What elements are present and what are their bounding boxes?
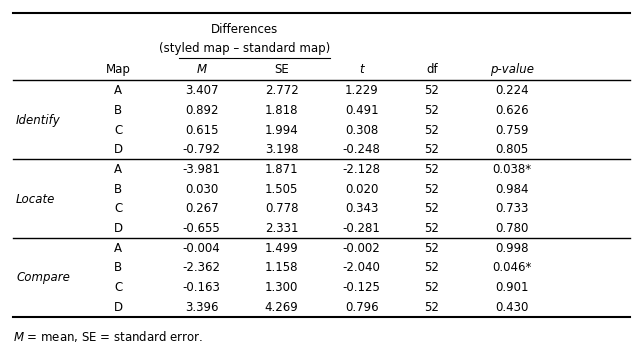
Text: 52: 52 (424, 261, 440, 274)
Text: 1.505: 1.505 (265, 183, 298, 196)
Text: 0.224: 0.224 (495, 84, 529, 98)
Text: (styled map – standard map): (styled map – standard map) (159, 41, 330, 55)
Text: 52: 52 (424, 104, 440, 117)
Text: 0.984: 0.984 (495, 183, 529, 196)
Text: B: B (115, 261, 122, 274)
Text: 52: 52 (424, 124, 440, 137)
Text: D: D (114, 301, 123, 314)
Text: -0.655: -0.655 (183, 222, 220, 235)
Text: 0.778: 0.778 (265, 202, 298, 215)
Text: 3.407: 3.407 (185, 84, 218, 98)
Text: Map: Map (106, 63, 131, 76)
Text: Locate: Locate (16, 193, 56, 206)
Text: 1.871: 1.871 (265, 163, 298, 176)
Text: 3.198: 3.198 (265, 143, 298, 157)
Text: 0.892: 0.892 (185, 104, 218, 117)
Text: 52: 52 (424, 242, 440, 255)
Text: B: B (115, 183, 122, 196)
Text: Differences: Differences (211, 23, 278, 36)
Text: 52: 52 (424, 183, 440, 196)
Text: M: M (196, 63, 207, 76)
Text: 4.269: 4.269 (265, 301, 298, 314)
Text: 0.615: 0.615 (185, 124, 218, 137)
Text: 0.998: 0.998 (495, 242, 529, 255)
Text: 52: 52 (424, 202, 440, 215)
Text: Compare: Compare (16, 271, 70, 284)
Text: -0.792: -0.792 (182, 143, 221, 157)
Text: 0.343: 0.343 (345, 202, 378, 215)
Text: -0.125: -0.125 (342, 281, 381, 294)
Text: $\it{M}$ = mean, SE = standard error.: $\it{M}$ = mean, SE = standard error. (13, 329, 203, 344)
Text: 1.499: 1.499 (265, 242, 298, 255)
Text: p-value: p-value (490, 63, 534, 76)
Text: 52: 52 (424, 163, 440, 176)
Text: t: t (359, 63, 364, 76)
Text: df: df (426, 63, 438, 76)
Text: A: A (115, 242, 122, 255)
Text: 2.331: 2.331 (265, 222, 298, 235)
Text: 0.733: 0.733 (495, 202, 529, 215)
Text: A: A (115, 84, 122, 98)
Text: -0.163: -0.163 (182, 281, 221, 294)
Text: B: B (115, 104, 122, 117)
Text: C: C (115, 281, 122, 294)
Text: -2.362: -2.362 (182, 261, 221, 274)
Text: -0.248: -0.248 (342, 143, 381, 157)
Text: 0.267: 0.267 (185, 202, 218, 215)
Text: 0.901: 0.901 (495, 281, 529, 294)
Text: 52: 52 (424, 143, 440, 157)
Text: 0.430: 0.430 (495, 301, 529, 314)
Text: 52: 52 (424, 301, 440, 314)
Text: 0.805: 0.805 (495, 143, 529, 157)
Text: C: C (115, 202, 122, 215)
Text: SE: SE (274, 63, 289, 76)
Text: -3.981: -3.981 (182, 163, 221, 176)
Text: 52: 52 (424, 84, 440, 98)
Text: 2.772: 2.772 (265, 84, 298, 98)
Text: 1.994: 1.994 (265, 124, 298, 137)
Text: -0.281: -0.281 (342, 222, 381, 235)
Text: 0.020: 0.020 (345, 183, 378, 196)
Text: 1.158: 1.158 (265, 261, 298, 274)
Text: -2.040: -2.040 (342, 261, 381, 274)
Text: 0.046*: 0.046* (492, 261, 532, 274)
Text: D: D (114, 143, 123, 157)
Text: -0.002: -0.002 (343, 242, 380, 255)
Text: 52: 52 (424, 281, 440, 294)
Text: 0.759: 0.759 (495, 124, 529, 137)
Text: -2.128: -2.128 (342, 163, 381, 176)
Text: 0.780: 0.780 (495, 222, 529, 235)
Text: 3.396: 3.396 (185, 301, 218, 314)
Text: 1.818: 1.818 (265, 104, 298, 117)
Text: 1.229: 1.229 (345, 84, 378, 98)
Text: A: A (115, 163, 122, 176)
Text: 52: 52 (424, 222, 440, 235)
Text: 0.796: 0.796 (345, 301, 378, 314)
Text: 0.491: 0.491 (345, 104, 378, 117)
Text: -0.004: -0.004 (183, 242, 220, 255)
Text: Identify: Identify (16, 114, 61, 127)
Text: 0.038*: 0.038* (492, 163, 532, 176)
Text: 0.030: 0.030 (185, 183, 218, 196)
Text: 1.300: 1.300 (265, 281, 298, 294)
Text: 0.308: 0.308 (345, 124, 378, 137)
Text: C: C (115, 124, 122, 137)
Text: 0.626: 0.626 (495, 104, 529, 117)
Text: D: D (114, 222, 123, 235)
